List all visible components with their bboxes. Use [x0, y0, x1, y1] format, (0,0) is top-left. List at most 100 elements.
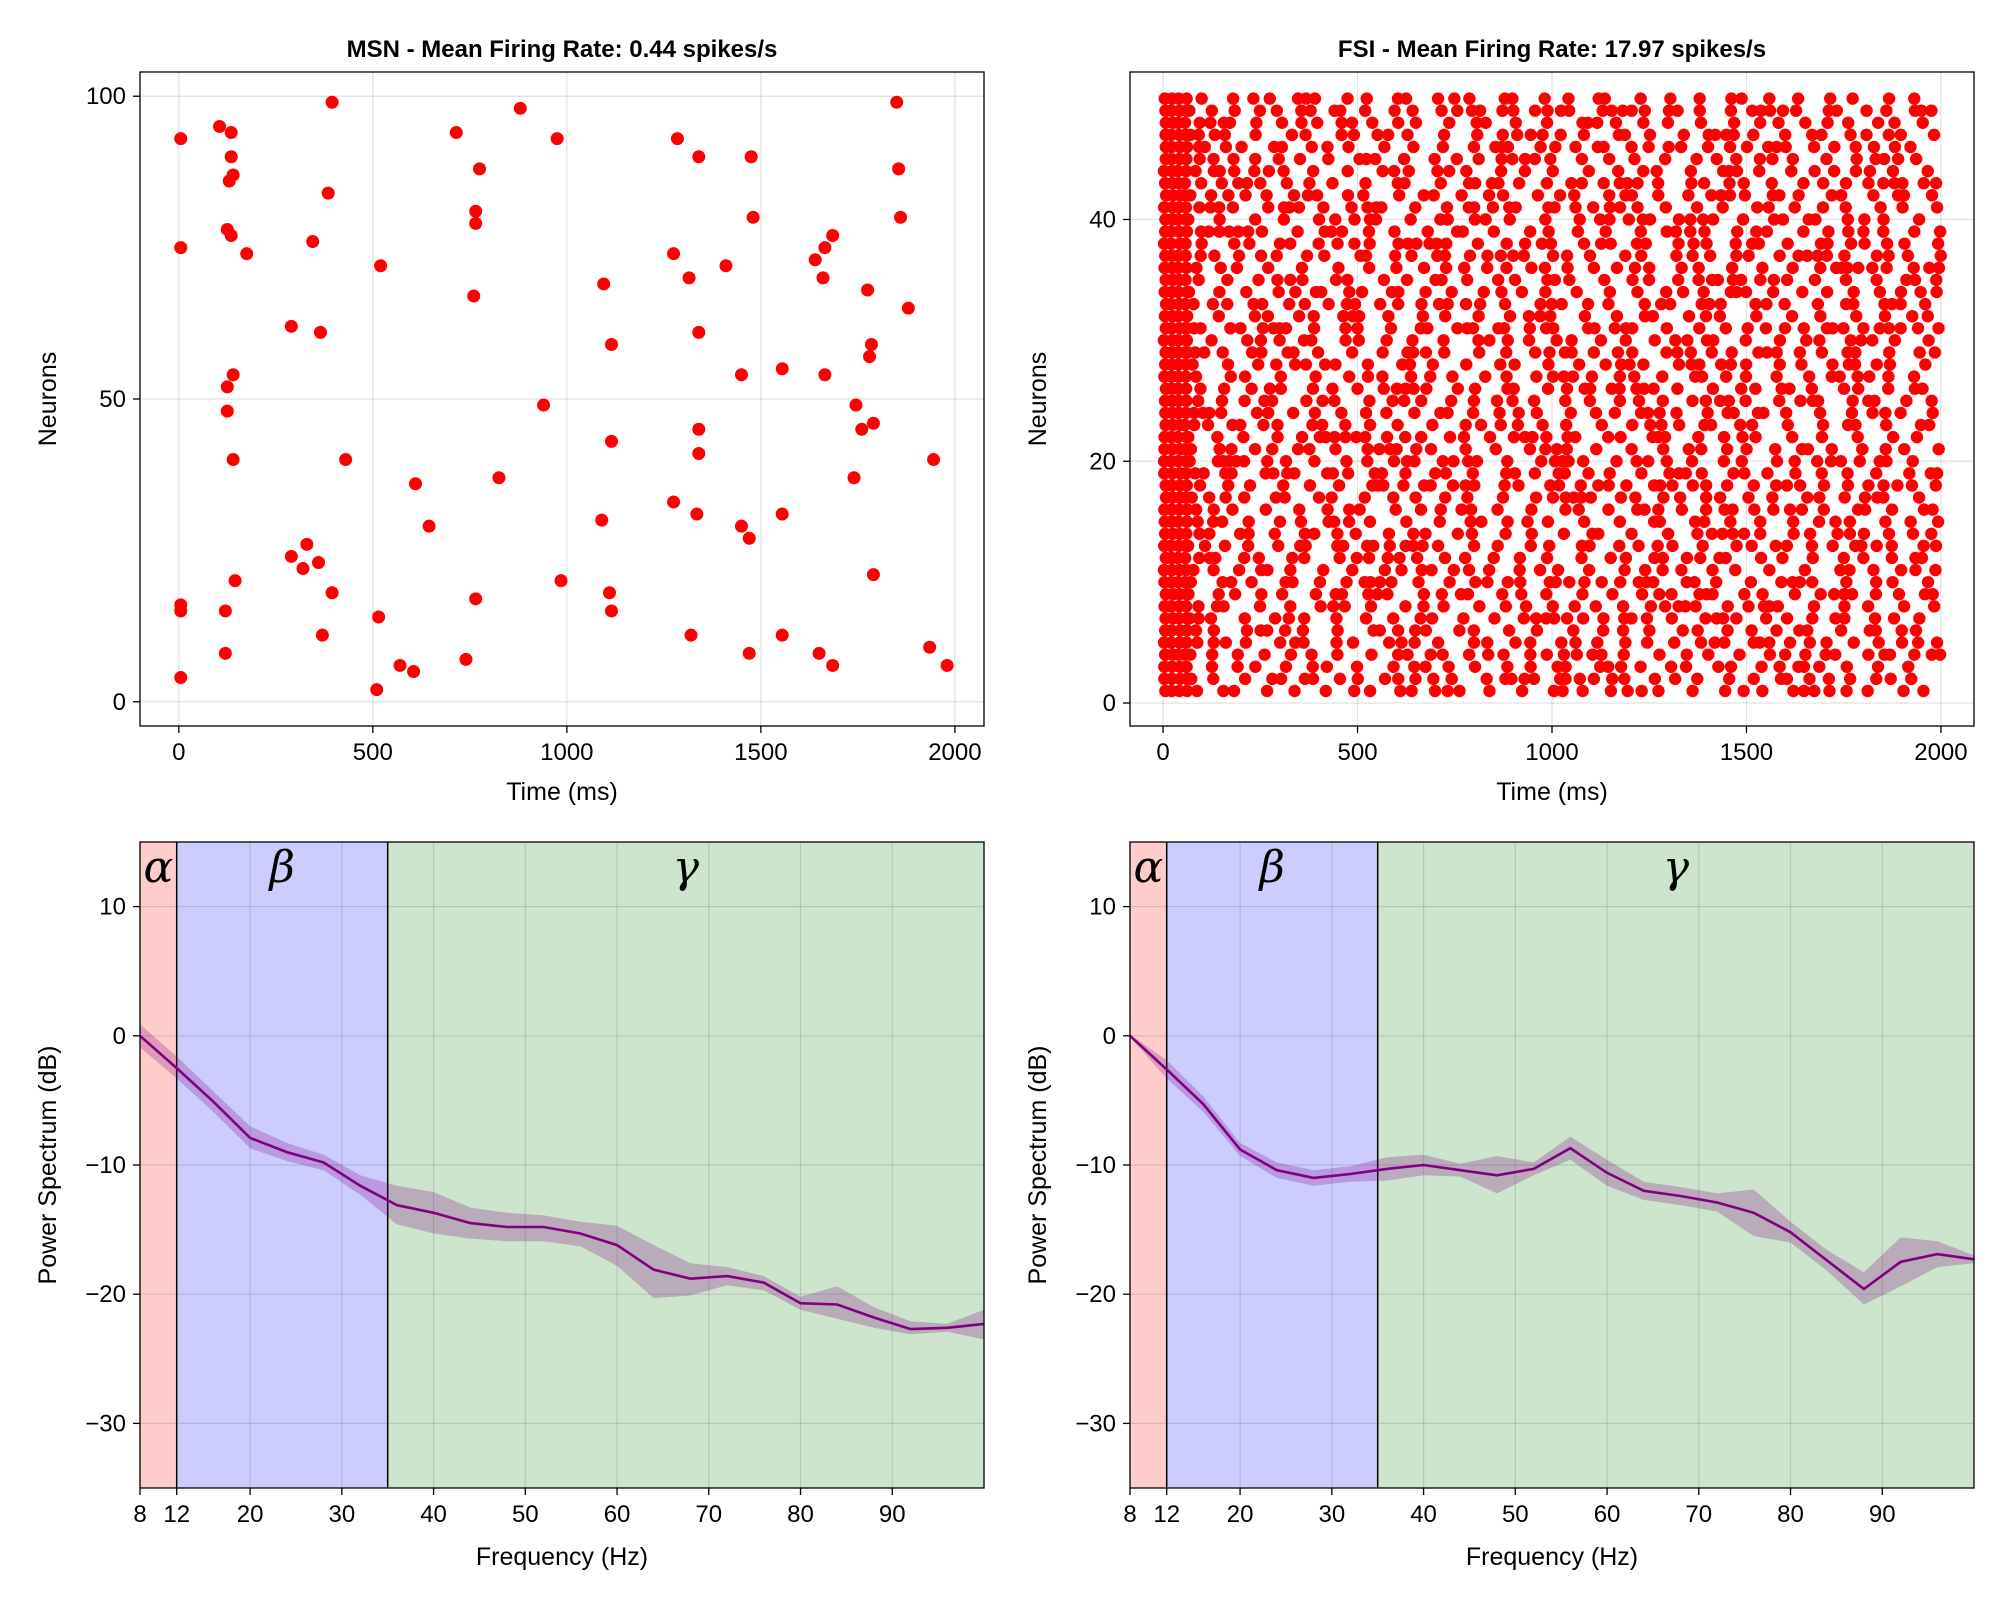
- spike-point: [1913, 612, 1926, 625]
- spike-point: [1492, 177, 1505, 190]
- spike-point: [1696, 539, 1709, 553]
- spike-point: [1447, 563, 1461, 577]
- spike-point: [1350, 660, 1364, 673]
- spike-point: [1293, 503, 1306, 516]
- spike-point: [1207, 563, 1220, 577]
- spike-point: [1443, 116, 1456, 129]
- spike-point: [1710, 152, 1723, 166]
- spike-point: [1646, 309, 1660, 323]
- spike-point: [1273, 636, 1287, 649]
- spike-point: [1808, 164, 1821, 178]
- spike-point: [1731, 225, 1744, 238]
- spike-point: [1260, 684, 1274, 698]
- spike-point: [1189, 370, 1203, 383]
- spike-point: [818, 368, 832, 382]
- spike-point: [1462, 648, 1476, 661]
- beta-band: [176, 842, 388, 1488]
- spike-point: [1410, 442, 1423, 456]
- spike-point: [174, 241, 188, 255]
- spike-point: [1387, 455, 1401, 468]
- spike-point: [1929, 479, 1942, 492]
- spike-point: [1189, 164, 1202, 178]
- spike-point: [1438, 491, 1452, 504]
- spike-point: [1787, 515, 1800, 528]
- spike-point: [1666, 479, 1679, 492]
- spike-point: [1222, 225, 1236, 238]
- spike-point: [1562, 455, 1575, 468]
- spike-point: [1441, 406, 1454, 420]
- spike-point: [1754, 527, 1767, 540]
- spike-point: [1389, 503, 1402, 516]
- spike-point: [1219, 491, 1232, 504]
- spike-point: [1577, 128, 1591, 142]
- spike-point: [1575, 152, 1589, 166]
- spike-point: [1204, 189, 1218, 202]
- spike-point: [1473, 104, 1487, 117]
- spike-point: [1528, 467, 1542, 480]
- spike-point: [1419, 285, 1432, 299]
- spike-point: [1526, 430, 1539, 444]
- spike-point: [1616, 104, 1630, 117]
- spike-point: [1606, 588, 1619, 601]
- spike-point: [1838, 249, 1851, 262]
- spike-point: [1815, 467, 1828, 480]
- spike-point: [1441, 297, 1454, 311]
- spike-point: [1770, 370, 1783, 383]
- spike-point: [1637, 382, 1651, 395]
- spike-point: [1640, 612, 1654, 625]
- spike-point: [1763, 648, 1777, 661]
- spike-point: [1359, 406, 1373, 420]
- spike-point: [1240, 624, 1254, 637]
- spike-point: [1905, 672, 1918, 686]
- spike-point: [1288, 684, 1301, 698]
- spike-point: [1867, 563, 1880, 577]
- spike-point: [1613, 394, 1627, 408]
- spike-point: [1663, 297, 1677, 311]
- spike-point: [1388, 104, 1401, 117]
- spike-point: [923, 640, 937, 654]
- spike-point: [667, 495, 681, 509]
- spike-point: [1788, 201, 1801, 214]
- spike-point: [1479, 116, 1492, 129]
- spike-point: [1719, 322, 1733, 335]
- spike-point: [1439, 467, 1453, 480]
- spike-point: [1316, 394, 1329, 408]
- spike-point: [1431, 92, 1445, 105]
- spike-point: [1906, 527, 1920, 540]
- spike-point: [1179, 370, 1192, 383]
- spike-point: [1773, 394, 1786, 408]
- spike-point: [1618, 128, 1632, 142]
- spike-point: [1345, 201, 1358, 214]
- spike-point: [1179, 600, 1193, 613]
- spike-point: [1193, 201, 1206, 214]
- spike-point: [1513, 563, 1526, 577]
- spike-point: [1560, 612, 1574, 625]
- spike-point: [1289, 285, 1302, 299]
- spike-point: [1399, 600, 1412, 613]
- spike-point: [1171, 309, 1185, 323]
- spike-point: [1180, 515, 1194, 528]
- spike-point: [1419, 346, 1433, 359]
- fsi-raster-xtick-label: 1500: [1720, 739, 1773, 766]
- spike-point: [1869, 588, 1883, 601]
- spike-point: [1729, 237, 1742, 250]
- spike-point: [1572, 503, 1585, 516]
- spike-point: [1675, 261, 1688, 275]
- spike-point: [1557, 527, 1571, 540]
- spike-point: [220, 380, 234, 394]
- spike-point: [1348, 213, 1361, 226]
- spike-point: [1362, 261, 1376, 275]
- spike-point: [1880, 104, 1893, 117]
- spike-point: [1882, 322, 1896, 335]
- spike-point: [1401, 128, 1414, 142]
- spike-point: [1193, 152, 1206, 166]
- spike-point: [1851, 370, 1864, 383]
- spike-point: [1720, 442, 1734, 456]
- spike-point: [1430, 237, 1443, 250]
- spike-point: [1746, 104, 1759, 117]
- spike-point: [1588, 322, 1601, 335]
- spike-point: [1179, 237, 1192, 250]
- spike-point: [1498, 479, 1511, 492]
- spike-point: [1457, 430, 1471, 444]
- spike-point: [1583, 539, 1596, 553]
